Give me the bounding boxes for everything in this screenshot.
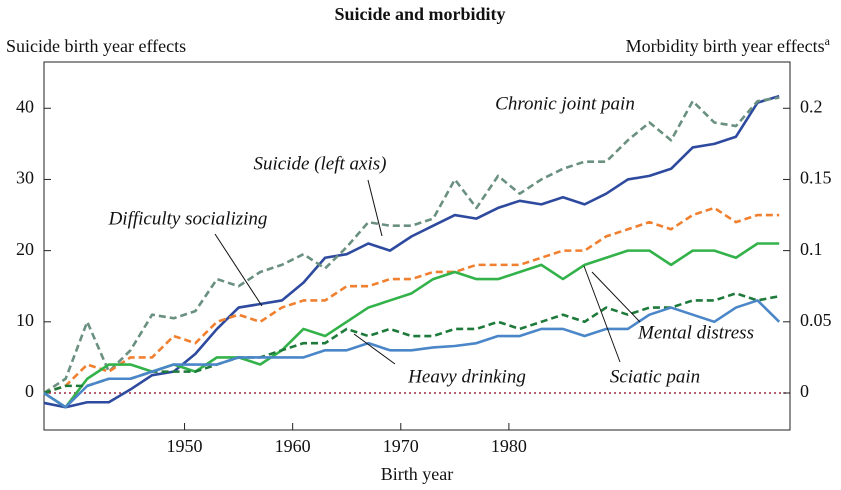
series-line (43, 94, 780, 409)
y2-tick-label: 0.2 (800, 96, 823, 116)
x-tick-label: 1970 (383, 436, 419, 456)
y-tick-label: 40 (16, 96, 34, 116)
footnote-mark: a (825, 34, 831, 48)
y2-tick-label: 0 (800, 381, 809, 401)
annotation-arrow (353, 333, 396, 365)
y-tick-label: 0 (25, 381, 34, 401)
series-line (43, 299, 781, 409)
x-axis-label: Birth year (381, 464, 453, 484)
chart-title: Suicide and morbidity (334, 4, 505, 24)
series-line (43, 96, 780, 395)
series-annotation: Difficulty socializing (108, 208, 268, 229)
series-annotation: Chronic joint pain (495, 93, 635, 114)
annotation-arrow (591, 271, 641, 323)
y-axis-label: Suicide birth year effects (6, 36, 186, 56)
x-tick-label: 1950 (167, 436, 203, 456)
y2-axis-label: Morbidity birth year effectsa (626, 34, 831, 56)
series-annotation: Suicide (left axis) (254, 153, 387, 174)
y-tick-label: 30 (16, 168, 34, 188)
y-tick-label: 20 (16, 239, 34, 259)
x-tick-label: 1980 (491, 436, 527, 456)
y2-tick-label: 0.05 (800, 310, 832, 330)
annotation-arrow (367, 179, 383, 237)
y2-tick-label: 0.1 (800, 239, 823, 259)
series-annotation: Sciatic pain (610, 366, 700, 387)
series-line (43, 206, 780, 395)
y-tick-label: 10 (16, 310, 34, 330)
series-annotation: Heavy drinking (407, 366, 526, 387)
annotation-arrow (214, 233, 263, 307)
plot-frame (43, 61, 791, 431)
series-annotation: Mental distress (637, 322, 754, 343)
annotation-arrow (583, 265, 621, 363)
y2-tick-label: 0.15 (800, 168, 832, 188)
series-line (43, 292, 780, 395)
y2-axis-label-text: Morbidity birth year effects (626, 36, 825, 56)
x-tick-label: 1960 (275, 436, 311, 456)
